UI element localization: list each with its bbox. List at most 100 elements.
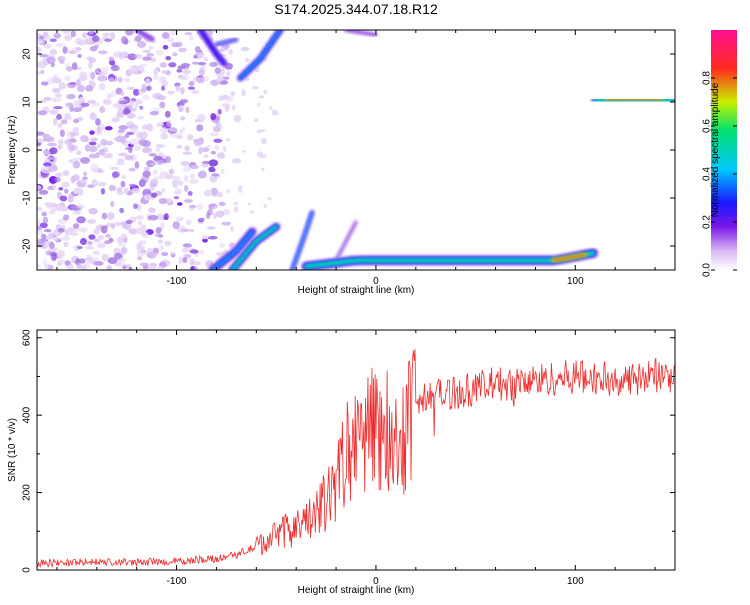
noise-blob xyxy=(118,243,126,247)
noise-blob xyxy=(63,242,68,248)
noise-blob xyxy=(182,257,187,263)
noise-blob xyxy=(169,169,175,175)
noise-blob xyxy=(102,254,109,261)
noise-blob xyxy=(184,175,188,182)
noise-blob xyxy=(139,106,143,110)
noise-blob xyxy=(88,241,93,244)
y-tick-label: 600 xyxy=(22,329,33,346)
noise-blob xyxy=(163,45,169,50)
noise-blob xyxy=(179,129,184,134)
noise-blob xyxy=(182,70,191,74)
noise-blob xyxy=(142,56,152,60)
noise-blob xyxy=(70,145,77,151)
noise-blob xyxy=(130,228,138,235)
noise-blob xyxy=(218,125,222,129)
noise-blob xyxy=(121,181,126,188)
noise-blob xyxy=(140,131,148,139)
colorbar-label: Normalized spectral amplitude xyxy=(710,82,721,217)
snr-x-label: Height of straight line (km) xyxy=(298,585,415,596)
noise-blob xyxy=(190,258,195,266)
noise-blob xyxy=(218,95,224,101)
noise-blob xyxy=(160,126,168,134)
noise-blob xyxy=(180,161,190,166)
noise-blob xyxy=(172,52,177,56)
noise-blob xyxy=(142,265,149,269)
noise-blob xyxy=(54,177,60,183)
noise-blob xyxy=(81,103,90,107)
noise-blob xyxy=(44,229,52,232)
noise-blob xyxy=(156,122,163,127)
noise-blob xyxy=(202,235,208,239)
noise-blob xyxy=(52,88,61,93)
noise-blob xyxy=(47,186,53,190)
noise-blob xyxy=(267,197,271,200)
noise-blob xyxy=(241,47,249,51)
colorbar-tick-label: 0.0 xyxy=(702,263,713,277)
noise-blob xyxy=(158,234,163,238)
noise-blob xyxy=(43,162,52,166)
noise-blob xyxy=(232,105,236,110)
noise-blob xyxy=(124,78,130,83)
noise-blob xyxy=(200,65,207,70)
noise-blob xyxy=(241,89,245,96)
y-tick-label: -10 xyxy=(22,190,33,205)
noise-blob xyxy=(58,228,65,233)
noise-blob xyxy=(155,147,160,152)
noise-blob xyxy=(53,74,57,79)
noise-blob xyxy=(207,209,213,216)
noise-blob xyxy=(80,179,87,183)
noise-blob xyxy=(175,42,182,48)
noise-blob xyxy=(127,87,136,90)
noise-blob xyxy=(68,193,73,199)
noise-blob xyxy=(118,76,123,82)
noise-blob xyxy=(161,252,168,256)
noise-blob xyxy=(129,168,136,172)
noise-blob xyxy=(189,229,195,232)
noise-blob xyxy=(87,219,96,224)
noise-blob xyxy=(56,43,66,47)
noise-blob xyxy=(88,80,93,86)
noise-blob xyxy=(89,154,98,159)
x-tick-label: -100 xyxy=(167,276,187,287)
noise-blob xyxy=(58,139,64,145)
noise-blob xyxy=(156,95,166,100)
noise-blob xyxy=(97,170,104,173)
noise-blob xyxy=(119,100,128,104)
noise-blob xyxy=(218,109,222,115)
noise-blob xyxy=(156,227,162,234)
noise-blob xyxy=(156,49,164,55)
noise-blob xyxy=(131,98,137,102)
noise-blob xyxy=(211,151,216,155)
noise-blob xyxy=(257,129,262,133)
noise-blob xyxy=(168,62,176,67)
noise-blob xyxy=(165,111,171,118)
noise-blob xyxy=(263,90,267,94)
x-tick-label: 100 xyxy=(567,276,584,287)
noise-blob xyxy=(97,235,104,240)
noise-blob xyxy=(193,261,201,265)
noise-blob xyxy=(182,229,189,232)
noise-blob xyxy=(261,138,267,144)
noise-blob xyxy=(216,78,223,83)
noise-blob xyxy=(231,226,234,232)
noise-blob xyxy=(131,188,140,194)
noise-blob xyxy=(175,84,180,91)
noise-blob xyxy=(176,145,182,149)
noise-blob xyxy=(44,202,53,206)
noise-blob xyxy=(151,193,157,198)
figure-title: S174.2025.344.07.18.R12 xyxy=(274,1,438,17)
noise-blob xyxy=(257,103,260,107)
noise-blob xyxy=(77,85,85,93)
noise-blob xyxy=(105,126,113,130)
noise-blob xyxy=(41,211,46,216)
noise-blob xyxy=(149,266,156,273)
y-tick-label: 200 xyxy=(22,484,33,501)
noise-blob xyxy=(98,75,107,81)
noise-blob xyxy=(102,33,110,36)
noise-blob xyxy=(188,87,195,90)
noise-blob xyxy=(139,140,145,145)
noise-blob xyxy=(150,111,159,115)
noise-blob xyxy=(121,247,127,254)
noise-blob xyxy=(134,104,138,108)
